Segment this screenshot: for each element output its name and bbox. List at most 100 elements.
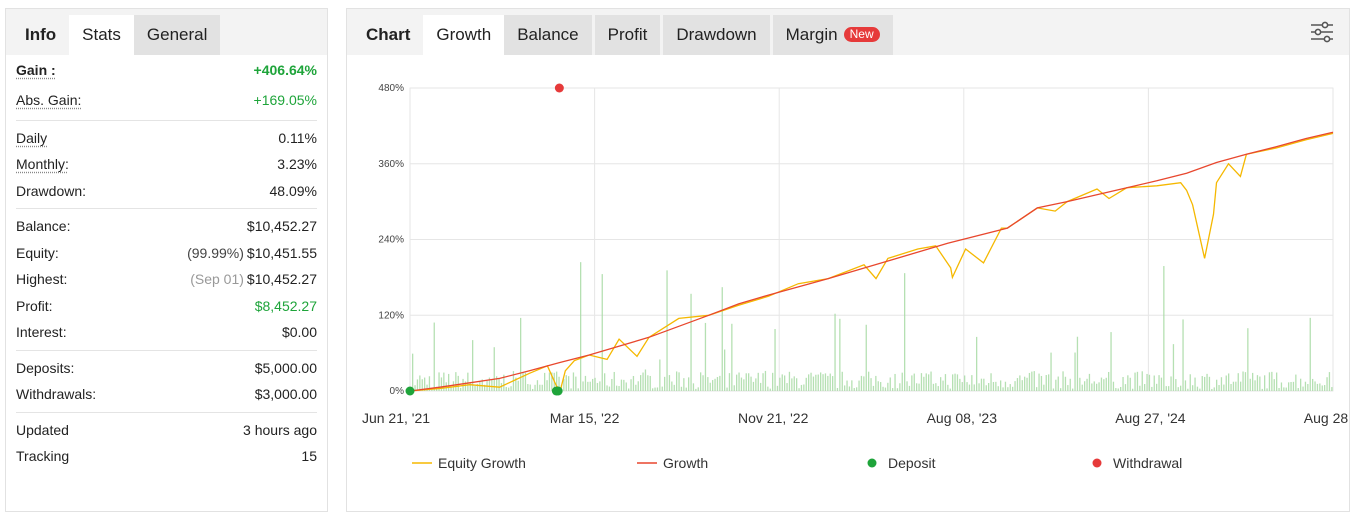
tab-profit[interactable]: Profit <box>594 15 661 55</box>
volume-bar <box>508 387 510 391</box>
volume-bar <box>954 373 956 391</box>
tab-stats[interactable]: Stats <box>69 15 134 55</box>
sliders-icon[interactable] <box>1309 19 1335 45</box>
volume-bar <box>1151 386 1153 391</box>
tab-growth[interactable]: Growth <box>423 15 505 55</box>
stat-highest: Highest: (Sep 01) $10,452.27 <box>16 266 317 293</box>
new-badge: New <box>843 27 880 42</box>
tracking-label: Tracking <box>16 448 70 465</box>
volume-bar <box>1201 376 1203 391</box>
volume-bar <box>841 371 843 391</box>
deposit-point <box>405 386 415 396</box>
volume-bar <box>836 387 839 391</box>
tab-margin[interactable]: Margin New <box>772 15 893 55</box>
volume-bar <box>997 386 999 391</box>
volume-bar <box>1204 376 1206 391</box>
volume-bar <box>911 375 913 391</box>
tab-balance[interactable]: Balance <box>504 15 592 55</box>
volume-bar <box>1144 384 1146 391</box>
volume-bar <box>570 388 572 391</box>
volume-bar <box>1040 375 1043 391</box>
volume-bar <box>1256 375 1259 391</box>
volume-bar <box>800 384 803 391</box>
volume-bar <box>1146 373 1148 391</box>
volume-bar <box>976 336 978 391</box>
volume-bar <box>961 382 963 391</box>
volume-bar <box>1081 384 1083 391</box>
volume-bar <box>1024 376 1026 391</box>
volume-bar <box>1031 371 1033 391</box>
volume-bar <box>719 375 721 391</box>
volume-bar <box>793 376 795 391</box>
volume-bar <box>599 381 601 391</box>
volume-bar <box>1264 375 1266 391</box>
daily-label[interactable]: Daily <box>16 129 48 146</box>
volume-bar <box>932 383 935 391</box>
volume-bar <box>913 373 915 391</box>
volume-bar <box>652 388 654 391</box>
volume-bar <box>812 376 815 391</box>
volume-bar <box>572 372 575 391</box>
volume-bar <box>1096 383 1098 391</box>
legend-label: Deposit <box>888 455 936 471</box>
y-tick-label: 0% <box>390 386 405 397</box>
gain-value: +406.64% <box>253 62 317 79</box>
volume-bar <box>628 388 630 391</box>
tab-drawdown[interactable]: Drawdown <box>663 15 770 55</box>
volume-bar <box>858 380 860 391</box>
gain-label[interactable]: Gain : <box>16 62 56 79</box>
abs-gain-value: +169.05% <box>253 91 317 108</box>
volume-bar <box>868 371 870 391</box>
volume-bar <box>1170 376 1172 391</box>
volume-bar <box>1014 381 1016 391</box>
volume-bar <box>637 381 639 391</box>
volume-bar <box>467 372 469 391</box>
volume-bar <box>1168 386 1170 391</box>
volume-bar <box>1244 372 1247 391</box>
volume-bar <box>906 381 908 391</box>
volume-bar <box>834 313 836 391</box>
volume-bar <box>853 388 855 391</box>
tab-info[interactable]: Info <box>25 25 57 44</box>
abs-gain-label[interactable]: Abs. Gain: <box>16 91 82 108</box>
tab-general[interactable]: General <box>133 15 221 55</box>
volume-bar <box>767 386 769 391</box>
profit-label: Profit: <box>16 297 53 314</box>
x-tick-label: Aug 27, '24 <box>1115 410 1186 426</box>
volume-bar <box>757 372 759 391</box>
stat-balance: Balance: $10,452.27 <box>16 213 317 240</box>
volume-bar <box>635 384 637 391</box>
volume-bar <box>1331 387 1333 391</box>
volume-bar <box>640 375 642 391</box>
volume-bar <box>988 382 990 391</box>
left-tab-bar: Info Stats General <box>6 9 327 55</box>
volume-bar <box>1223 384 1225 391</box>
tab-margin-label: Margin <box>785 25 838 44</box>
volume-bar <box>930 371 932 391</box>
deposit-point <box>553 386 563 396</box>
monthly-value: 3.23% <box>277 156 317 173</box>
interest-label: Interest: <box>16 324 67 341</box>
volume-bar <box>1045 375 1047 391</box>
volume-bar <box>1290 381 1292 391</box>
stats-panel: Info Stats General Gain : +406.64% Abs. … <box>5 8 328 512</box>
volume-bar <box>498 378 500 391</box>
volume-bar <box>488 377 491 391</box>
tab-chart[interactable]: Chart <box>366 25 411 44</box>
volume-bar <box>426 384 428 391</box>
volume-bar <box>611 378 613 391</box>
volume-bar <box>1098 382 1100 391</box>
volume-bar <box>695 388 697 391</box>
volume-bar <box>1235 381 1237 391</box>
equity-growth-line <box>409 132 1334 392</box>
volume-bar <box>692 383 695 391</box>
volume-bar <box>421 379 423 391</box>
volume-bar <box>644 369 647 391</box>
volume-bar <box>678 372 680 391</box>
monthly-label[interactable]: Monthly: <box>16 156 69 173</box>
volume-bar <box>618 386 620 391</box>
volume-bar <box>1182 319 1184 391</box>
volume-bar <box>575 376 577 391</box>
volume-bar <box>1120 386 1122 391</box>
volume-bar <box>1060 388 1062 391</box>
